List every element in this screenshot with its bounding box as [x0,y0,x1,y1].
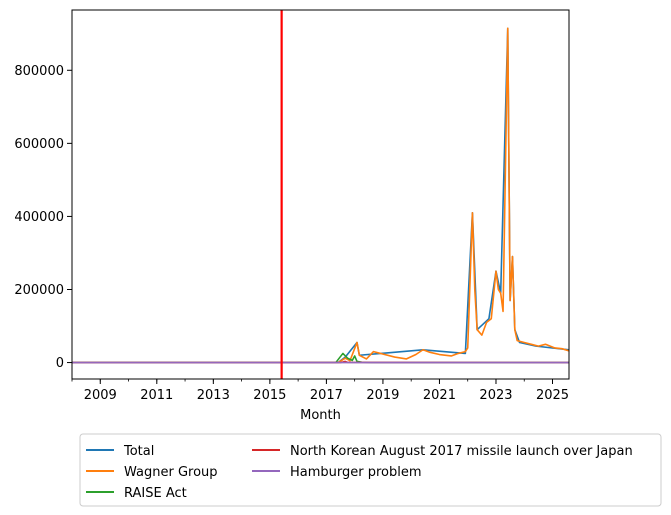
legend-label-0: Total [123,444,154,459]
x-axis-label: Month [300,408,341,423]
plot-lines [72,27,570,364]
y-axis: 0 200000 400000 600000 800000 [14,64,72,371]
y-tick-label: 800000 [14,64,64,79]
legend-label-3: North Korean August 2017 missile launch … [290,444,633,459]
x-tick-label: 2011 [140,388,173,403]
x-tick-label: 2009 [84,388,117,403]
x-tick-label: 2021 [423,388,456,403]
legend-label-2: RAISE Act [124,486,187,501]
x-tick-label: 2019 [366,388,399,403]
series-line-1 [72,27,570,364]
plot-frame [71,9,570,380]
x-tick-label: 2013 [197,388,230,403]
x-axis: 2009 2011 2013 2015 2017 2019 2021 2023 2025 [71,379,569,403]
legend-label-1: Wagner Group [124,465,218,480]
y-tick-label: 400000 [14,210,64,225]
x-tick-label: 2017 [310,388,343,403]
y-tick-label: 200000 [14,283,64,298]
x-tick-label: 2025 [536,388,569,403]
series-line-0 [72,27,570,364]
x-tick-label: 2023 [479,388,512,403]
series-line-2 [72,352,569,364]
y-tick-label: 600000 [14,137,64,152]
legend: Total Wagner Group RAISE Act North Korean A… [79,433,662,507]
legend-label-4: Hamburger problem [290,465,422,480]
legend-box [79,433,662,507]
x-tick-label: 2015 [253,388,286,403]
y-tick-label: 0 [56,356,64,371]
